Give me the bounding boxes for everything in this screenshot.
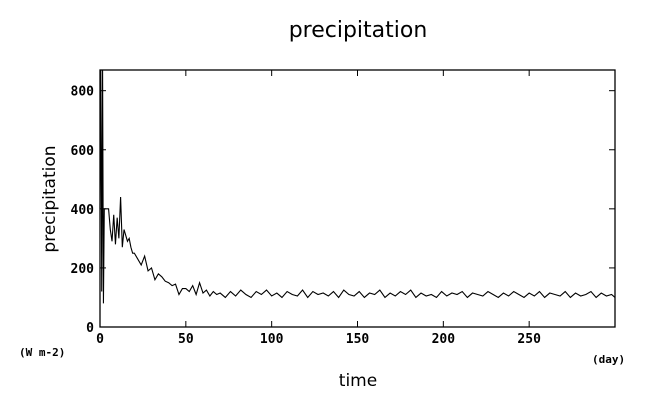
y-tick-label: 0 bbox=[86, 321, 94, 336]
x-tick-label: 0 bbox=[96, 332, 104, 347]
x-tick-label: 50 bbox=[178, 332, 194, 347]
x-tick-label: 250 bbox=[517, 332, 541, 347]
y-tick-label: 200 bbox=[71, 262, 95, 277]
x-tick-label: 100 bbox=[260, 332, 284, 347]
y-axis-label: precipitation bbox=[40, 145, 60, 252]
precipitation-series-line bbox=[99, 69, 616, 304]
x-axis-ticks: 0 50 100 150 200 250 bbox=[96, 70, 541, 347]
x-axis-label: time bbox=[339, 371, 377, 391]
y-axis-ticks: 0 200 400 600 800 bbox=[71, 85, 615, 336]
y-tick-label: 400 bbox=[71, 203, 95, 218]
x-tick-label: 200 bbox=[432, 332, 456, 347]
x-unit-label: (day) bbox=[592, 353, 625, 366]
y-tick-label: 800 bbox=[71, 85, 95, 100]
chart-title: precipitation bbox=[289, 18, 428, 43]
x-tick-label: 150 bbox=[346, 332, 370, 347]
y-tick-label: 600 bbox=[71, 144, 95, 159]
y-unit-label: (W m-2) bbox=[19, 346, 65, 359]
